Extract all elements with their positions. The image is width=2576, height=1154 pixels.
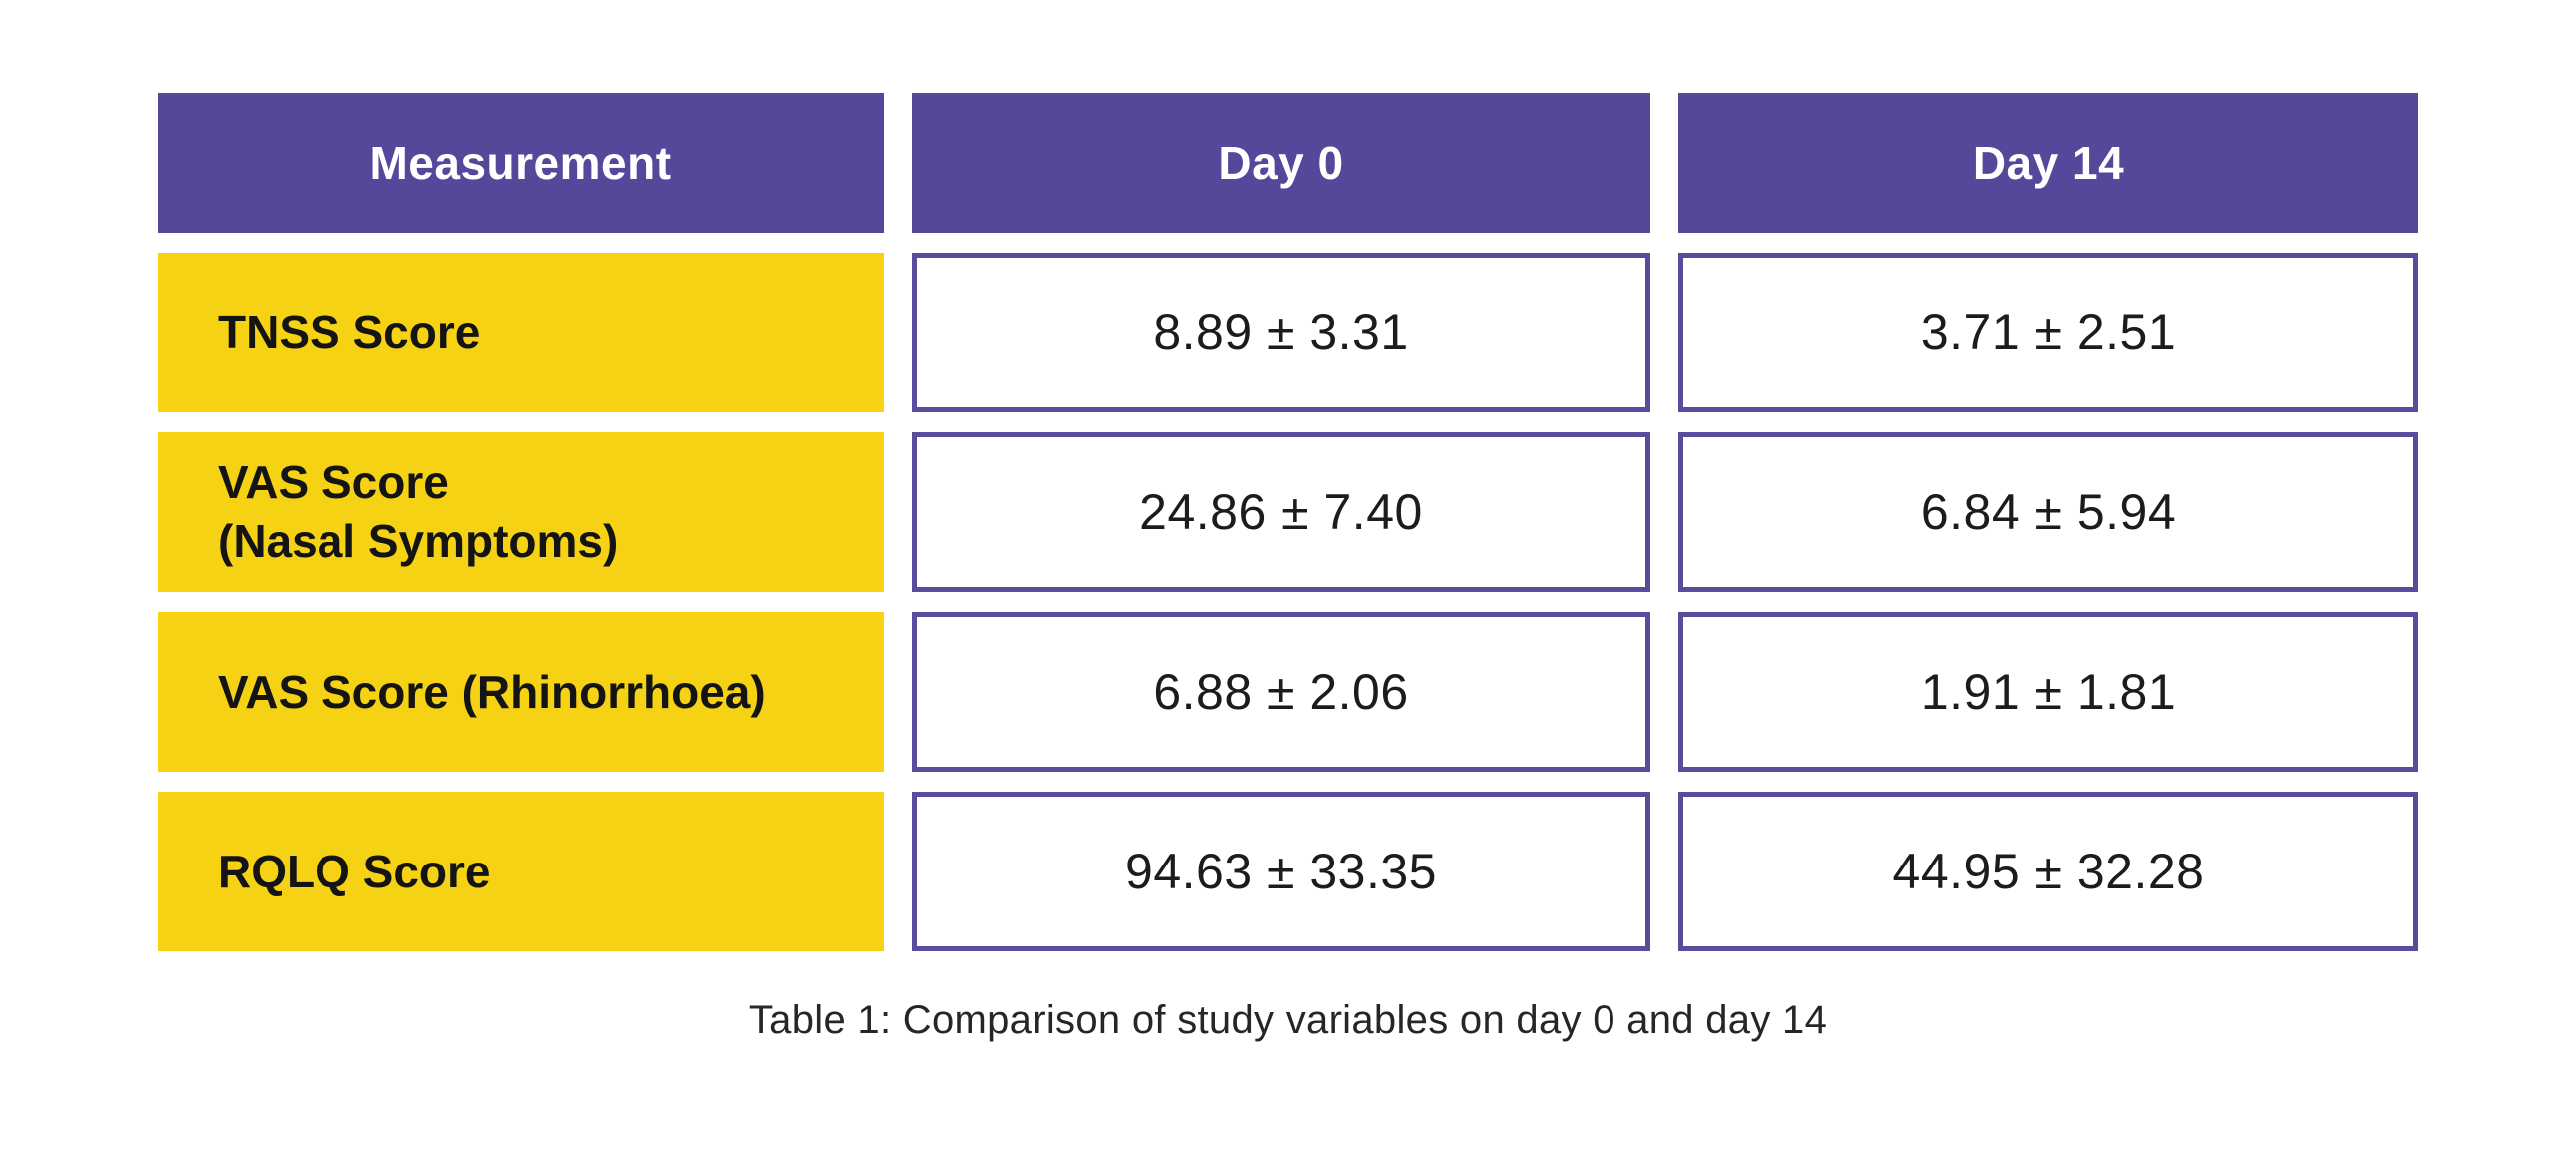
value-tnss-day14: 3.71 ± 2.51 (1678, 253, 2418, 412)
header-cell-day0: Day 0 (912, 93, 1650, 233)
value-vas-nasal-day14: 6.84 ± 5.94 (1678, 432, 2418, 592)
row-label-tnss-score: TNSS Score (158, 253, 884, 412)
value-vas-rhinorrhoea-day0: 6.88 ± 2.06 (912, 612, 1650, 772)
row-label-vas-nasal-symptoms: VAS Score (Nasal Symptoms) (158, 432, 884, 592)
row-label-rqlq-score: RQLQ Score (158, 792, 884, 951)
header-cell-day14: Day 14 (1678, 93, 2418, 233)
value-tnss-day0: 8.89 ± 3.31 (912, 253, 1650, 412)
value-vas-nasal-day0: 24.86 ± 7.40 (912, 432, 1650, 592)
value-rqlq-day14: 44.95 ± 32.28 (1678, 792, 2418, 951)
value-rqlq-day0: 94.63 ± 33.35 (912, 792, 1650, 951)
comparison-table: Measurement Day 0 Day 14 TNSS Score 8.89… (158, 93, 2418, 951)
row-label-vas-rhinorrhoea: VAS Score (Rhinorrhoea) (158, 612, 884, 772)
header-cell-measurement: Measurement (158, 93, 884, 233)
table-caption: Table 1: Comparison of study variables o… (748, 998, 1828, 1042)
value-vas-rhinorrhoea-day14: 1.91 ± 1.81 (1678, 612, 2418, 772)
